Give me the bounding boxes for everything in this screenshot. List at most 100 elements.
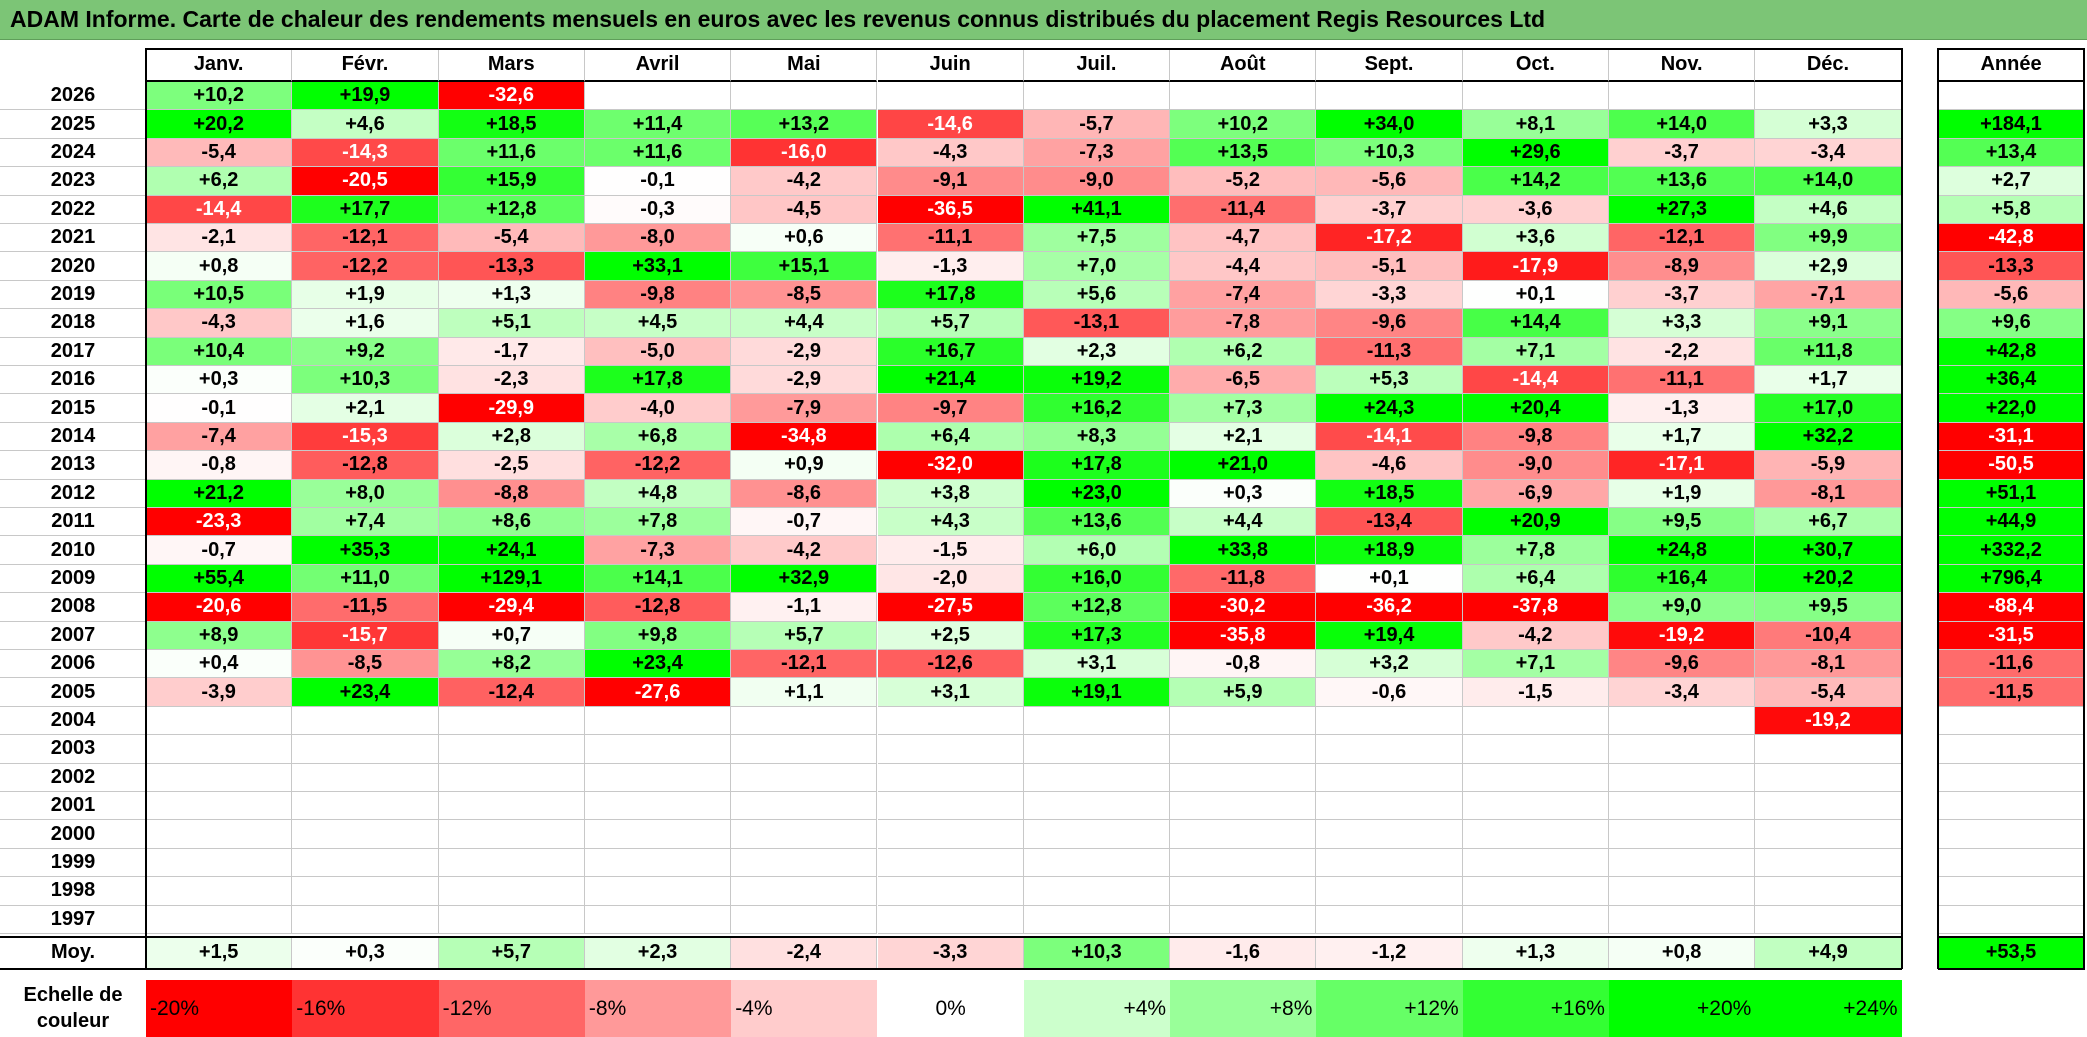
heatmap-cell xyxy=(1462,905,1609,934)
annual-cell: -31,5 xyxy=(1938,621,2085,650)
heatmap-cell: -11,4 xyxy=(1170,195,1317,224)
annual-cell: +13,4 xyxy=(1938,138,2085,168)
heatmap-cell: -8,5 xyxy=(731,280,878,310)
heatmap-cell: -0,8 xyxy=(1170,650,1317,679)
heatmap-cell xyxy=(1755,820,1902,849)
heatmap-cell: -16,0 xyxy=(731,138,878,168)
heatmap-cell: -27,5 xyxy=(877,593,1024,622)
heatmap-cell: +8,1 xyxy=(1462,110,1609,139)
annual-cell: -88,4 xyxy=(1938,593,2085,622)
heatmap-cell xyxy=(1170,735,1317,764)
heatmap-cell xyxy=(1755,735,1902,764)
heatmap-cell: +8,0 xyxy=(292,479,439,508)
heatmap-cell: +5,7 xyxy=(877,309,1024,338)
color-scale-stop: +12% xyxy=(1316,980,1463,1037)
heatmap-cell xyxy=(1462,706,1609,736)
year-label: 2024 xyxy=(0,138,146,168)
color-scale-stop: -20% xyxy=(146,980,293,1037)
heatmap-cell: +7,0 xyxy=(1023,252,1171,281)
color-scale-stop: -12% xyxy=(438,980,585,1037)
year-label: 2025 xyxy=(0,110,146,139)
heatmap-cell: +19,2 xyxy=(1023,366,1171,395)
year-label: 1997 xyxy=(0,905,146,934)
heatmap-cell: +12,8 xyxy=(438,195,585,224)
heatmap-cell: -15,7 xyxy=(292,621,439,650)
grid-border xyxy=(146,48,1902,50)
heatmap-cell: -19,2 xyxy=(1609,621,1756,650)
heatmap-cell: +7,4 xyxy=(292,508,439,537)
heatmap-cell: +0,6 xyxy=(731,224,878,253)
average-top-border xyxy=(0,936,1902,938)
year-label: 2007 xyxy=(0,621,146,650)
color-scale-stop: +8% xyxy=(1170,980,1317,1037)
heatmap-cell: +33,8 xyxy=(1170,536,1317,565)
color-scale-label: Echelle de couleur xyxy=(23,983,123,1032)
heatmap-cell: +1,3 xyxy=(438,280,585,310)
heatmap-cell: +5,9 xyxy=(1170,678,1317,707)
heatmap-cell: -2,2 xyxy=(1609,337,1756,366)
heatmap-cell xyxy=(731,763,878,792)
heatmap-cell: +33,1 xyxy=(584,252,732,281)
heatmap-cell xyxy=(731,792,878,821)
heatmap-cell xyxy=(877,82,1024,111)
annual-cell: +51,1 xyxy=(1938,479,2085,508)
year-label: 2018 xyxy=(0,309,146,338)
heatmap-cell: +17,7 xyxy=(292,195,439,224)
color-scale-stop: -8% xyxy=(584,980,732,1037)
heatmap-cell: +4,6 xyxy=(292,110,439,139)
heatmap-cell xyxy=(292,877,439,906)
heatmap-cell xyxy=(146,706,293,736)
year-label: 1998 xyxy=(0,877,146,906)
average-cell: +2,3 xyxy=(584,937,732,969)
heatmap-cell: -9,6 xyxy=(1609,650,1756,679)
heatmap-cell xyxy=(731,706,878,736)
year-label: 2017 xyxy=(0,337,146,366)
heatmap-cell: +9,9 xyxy=(1755,224,1902,253)
heatmap-cell: -4,3 xyxy=(877,138,1024,168)
heatmap-cell xyxy=(877,877,1024,906)
heatmap-cell: +9,5 xyxy=(1609,508,1756,537)
month-header: Févr. xyxy=(292,48,439,82)
heatmap-cell: +0,3 xyxy=(1170,479,1317,508)
heatmap-cell: +0,8 xyxy=(146,252,293,281)
heatmap-cell: +19,1 xyxy=(1023,678,1171,707)
heatmap-cell: -1,3 xyxy=(1609,394,1756,423)
heatmap-cell: -3,9 xyxy=(146,678,293,707)
heatmap-cell: -3,6 xyxy=(1462,195,1609,224)
annual-cell: -5,6 xyxy=(1938,280,2085,310)
month-header: Oct. xyxy=(1462,48,1609,82)
heatmap-cell: +8,6 xyxy=(438,508,585,537)
heatmap-cell: +23,0 xyxy=(1023,479,1171,508)
heatmap-cell: +7,1 xyxy=(1462,650,1609,679)
average-annual-cell: +53,5 xyxy=(1938,937,2085,969)
heatmap-cell xyxy=(1462,763,1609,792)
heatmap-cell: -4,4 xyxy=(1170,252,1317,281)
heatmap-cell: -12,8 xyxy=(584,593,732,622)
annual-cell: +36,4 xyxy=(1938,366,2085,395)
annual-cell: -11,5 xyxy=(1938,678,2085,707)
heatmap-cell: -4,7 xyxy=(1170,224,1317,253)
heatmap-cell xyxy=(1609,877,1756,906)
heatmap-cell: -4,2 xyxy=(1462,621,1609,650)
heatmap-cell: +4,4 xyxy=(1170,508,1317,537)
heatmap-cell: -2,9 xyxy=(731,337,878,366)
heatmap-cell: -14,1 xyxy=(1316,422,1463,452)
heatmap-cell: -8,8 xyxy=(438,479,585,508)
heatmap-cell: -29,9 xyxy=(438,394,585,423)
heatmap-cell xyxy=(1755,877,1902,906)
heatmap-cell xyxy=(1609,735,1756,764)
heatmap-cell: +3,6 xyxy=(1462,224,1609,253)
heatmap-cell: -2,9 xyxy=(731,366,878,395)
heatmap-cell: +7,8 xyxy=(584,508,732,537)
year-label: 2009 xyxy=(0,564,146,594)
month-header: Sept. xyxy=(1316,48,1463,82)
heatmap-cell xyxy=(146,877,293,906)
heatmap-cell: -13,1 xyxy=(1023,309,1171,338)
heatmap-cell xyxy=(292,905,439,934)
heatmap-cell xyxy=(438,877,585,906)
heatmap-cell xyxy=(1755,792,1902,821)
heatmap-cell: +18,5 xyxy=(1316,479,1463,508)
heatmap-cell: +0,7 xyxy=(438,621,585,650)
heatmap-cell xyxy=(1170,848,1317,878)
heatmap-cell: +24,1 xyxy=(438,536,585,565)
